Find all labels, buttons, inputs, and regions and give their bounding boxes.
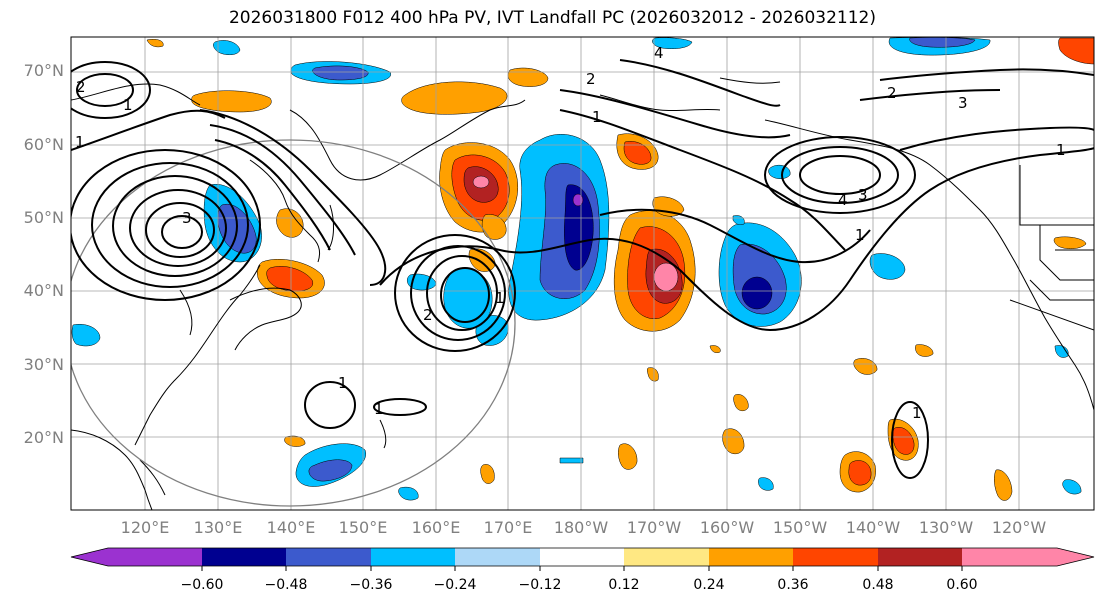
contour-label: 1 xyxy=(123,96,133,114)
pv-shading xyxy=(71,37,1094,501)
lon-label-140w: 140°W xyxy=(845,518,901,537)
lon-label-170e: 170°E xyxy=(483,518,533,537)
colorbar xyxy=(70,547,1095,571)
lon-label-150e: 150°E xyxy=(338,518,388,537)
contour-label: 3 xyxy=(182,209,192,227)
contour-label: 1 xyxy=(855,226,865,244)
colorbar-tick: −0.60 xyxy=(180,577,224,593)
lon-label-160e: 160°E xyxy=(411,518,461,537)
colorbar-tick: 0.24 xyxy=(693,577,725,593)
contour-labels: 1 2 3 4 2 1 3 2 1 4 3 1 1 2 1 1 1 1 xyxy=(75,44,1066,422)
contour-label: 4 xyxy=(654,44,664,62)
colorbar-bin xyxy=(71,548,202,566)
coastlines xyxy=(71,77,1094,510)
lat-label-30n: 30°N xyxy=(23,355,64,374)
colorbar-bin xyxy=(709,548,793,566)
lon-label-120e: 120°E xyxy=(120,518,170,537)
pv-contours xyxy=(71,59,1094,479)
colorbar-bin xyxy=(455,548,540,566)
colorbar-tick: 0.60 xyxy=(946,577,978,593)
colorbar-bin xyxy=(624,548,709,566)
lon-label-130e: 130°E xyxy=(193,518,243,537)
colorbar-bin xyxy=(962,548,1094,566)
colorbar-tick: 0.12 xyxy=(608,577,640,593)
contour-label: 1 xyxy=(495,289,505,307)
colorbar-tick: 0.48 xyxy=(862,577,894,593)
colorbar-bin xyxy=(540,548,624,566)
colorbar-bin xyxy=(793,548,878,566)
contour-label: 1 xyxy=(374,400,384,418)
map-frame xyxy=(70,36,1095,511)
colorbar-tick: 0.36 xyxy=(777,577,809,593)
colorbar-bin xyxy=(878,548,962,566)
contour-label: 1 xyxy=(1056,141,1066,159)
contour-label: 2 xyxy=(76,78,86,96)
colorbar-outline xyxy=(70,547,1095,567)
lon-label-170w: 170°W xyxy=(626,518,682,537)
lat-label-70n: 70°N xyxy=(23,61,64,80)
lon-label-130w: 130°W xyxy=(918,518,974,537)
contour-label: 1 xyxy=(338,374,348,392)
colorbar-tick: −0.12 xyxy=(518,577,562,593)
colorbar-bin xyxy=(371,548,455,566)
lat-label-50n: 50°N xyxy=(23,208,64,227)
lon-label-120w: 120°W xyxy=(991,518,1047,537)
reference-circle xyxy=(71,139,516,507)
graticule xyxy=(71,37,1094,510)
colorbar-tick: −0.48 xyxy=(264,577,308,593)
contour-label: 1 xyxy=(75,133,85,151)
contour-label: 4 xyxy=(838,191,848,209)
contour-label: 1 xyxy=(912,404,922,422)
contour-label: 2 xyxy=(586,70,596,88)
lat-label-40n: 40°N xyxy=(23,281,64,300)
contour-label: 3 xyxy=(958,94,968,112)
lat-label-60n: 60°N xyxy=(23,135,64,154)
lon-label-150w: 150°W xyxy=(772,518,828,537)
colorbar-tick: −0.36 xyxy=(349,577,393,593)
contour-label: 1 xyxy=(592,108,602,126)
lat-label-20n: 20°N xyxy=(23,428,64,447)
colorbar-bin xyxy=(286,548,371,566)
lon-label-160w: 160°W xyxy=(699,518,755,537)
lon-label-140e: 140°E xyxy=(266,518,316,537)
map-title: 2026031800 F012 400 hPa PV, IVT Landfall… xyxy=(228,8,876,28)
lon-label-180w: 180°W xyxy=(553,518,609,537)
colorbar-bin xyxy=(202,548,286,566)
contour-label: 2 xyxy=(887,84,897,102)
contour-label: 2 xyxy=(423,306,433,324)
map-area: 1 2 3 4 2 1 3 2 1 4 3 1 1 2 1 1 1 1 xyxy=(71,37,1094,510)
colorbar-tick: −0.24 xyxy=(433,577,477,593)
contour-label: 3 xyxy=(858,186,868,204)
